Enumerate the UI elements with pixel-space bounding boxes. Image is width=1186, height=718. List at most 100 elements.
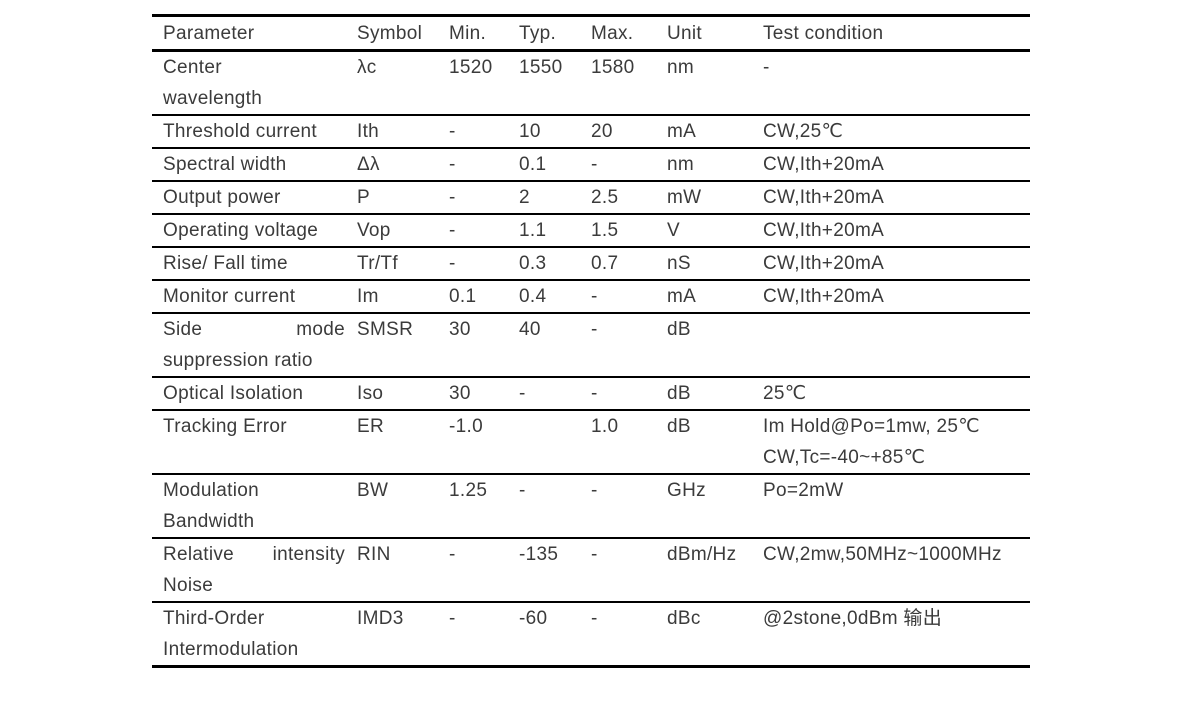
max-cell: - (591, 538, 667, 603)
min-cell: - (449, 214, 519, 248)
symbol-cell: Δλ (357, 148, 449, 182)
param-cell: Side mode suppression ratio (152, 313, 357, 378)
param-cell: Modulation Bandwidth (152, 474, 357, 539)
typ-cell: 1550 (519, 50, 591, 116)
param-cell: Spectral width (152, 148, 357, 182)
test-condition-cell: Po=2mW (763, 474, 1030, 539)
unit-cell: mW (667, 181, 763, 215)
max-cell: - (591, 377, 667, 411)
test-condition-cell: CW,Ith+20mA (763, 181, 1030, 215)
table-row: Center wavelength λc 1520 1550 1580 nm - (152, 50, 1030, 116)
min-cell: - (449, 148, 519, 182)
unit-cell: dBc (667, 602, 763, 668)
table-row: Tracking Error ER -1.0 1.0 dB Im Hold@Po… (152, 410, 1030, 475)
unit-cell: mA (667, 115, 763, 149)
column-header-test-condition: Test condition (763, 15, 1030, 52)
max-cell: - (591, 148, 667, 182)
test-condition-cell: - (763, 50, 1030, 116)
test-condition-cell: CW,25℃ (763, 115, 1030, 149)
min-cell: 30 (449, 313, 519, 378)
test-condition-cell: CW,2mw,50MHz~1000MHz (763, 538, 1030, 603)
param-cell: Relative intensity Noise (152, 538, 357, 603)
column-header-unit: Unit (667, 15, 763, 52)
table-row: Modulation Bandwidth BW 1.25 - - GHz Po=2… (152, 474, 1030, 539)
table-row: Rise/ Fall time Tr/Tf - 0.3 0.7 nS CW,It… (152, 247, 1030, 281)
test-condition-cell (763, 313, 1030, 378)
column-header-max: Max. (591, 15, 667, 52)
table-row: Monitor current Im 0.1 0.4 - mA CW,Ith+2… (152, 280, 1030, 314)
test-condition-cell: CW,Ith+20mA (763, 148, 1030, 182)
table-row: Spectral width Δλ - 0.1 - nm CW,Ith+20mA (152, 148, 1030, 182)
symbol-cell: Ith (357, 115, 449, 149)
param-cell: Third-Order Intermodulation (152, 602, 357, 668)
unit-cell: GHz (667, 474, 763, 539)
symbol-cell: SMSR (357, 313, 449, 378)
param-cell: Monitor current (152, 280, 357, 314)
max-cell: - (591, 280, 667, 314)
typ-cell: - (519, 474, 591, 539)
column-header-symbol: Symbol (357, 15, 449, 52)
symbol-cell: Iso (357, 377, 449, 411)
min-cell: 1.25 (449, 474, 519, 539)
symbol-cell: Vop (357, 214, 449, 248)
typ-cell: 2 (519, 181, 591, 215)
max-cell: 1580 (591, 50, 667, 116)
param-cell: Center wavelength (152, 50, 357, 116)
table-body: Center wavelength λc 1520 1550 1580 nm - … (152, 50, 1030, 668)
test-condition-cell: CW,Ith+20mA (763, 280, 1030, 314)
typ-cell: -135 (519, 538, 591, 603)
unit-cell: nS (667, 247, 763, 281)
min-cell: - (449, 538, 519, 603)
max-cell: - (591, 474, 667, 539)
param-cell: Output power (152, 181, 357, 215)
column-header-parameter: Parameter (152, 15, 357, 52)
table-row: Third-Order Intermodulation IMD3 - -60 - … (152, 602, 1030, 668)
max-cell: 1.5 (591, 214, 667, 248)
param-cell: Operating voltage (152, 214, 357, 248)
typ-cell: - (519, 377, 591, 411)
unit-cell: dBm/Hz (667, 538, 763, 603)
param-cell: Rise/ Fall time (152, 247, 357, 281)
test-condition-cell: @2stone,0dBm 输出 (763, 602, 1030, 668)
min-cell: - (449, 115, 519, 149)
min-cell: 0.1 (449, 280, 519, 314)
typ-cell: 0.3 (519, 247, 591, 281)
max-cell: - (591, 602, 667, 668)
test-condition-cell: Im Hold@Po=1mw, 25℃ CW,Tc=-40~+85℃ (763, 410, 1030, 475)
table-row: Relative intensity Noise RIN - -135 - dBm/… (152, 538, 1030, 603)
symbol-cell: RIN (357, 538, 449, 603)
symbol-cell: ER (357, 410, 449, 475)
symbol-cell: λc (357, 50, 449, 116)
max-cell: 0.7 (591, 247, 667, 281)
param-cell: Tracking Error (152, 410, 357, 475)
unit-cell: nm (667, 148, 763, 182)
max-cell: 2.5 (591, 181, 667, 215)
typ-cell: 0.4 (519, 280, 591, 314)
unit-cell: nm (667, 50, 763, 116)
laser-spec-table: Parameter Symbol Min. Typ. Max. Unit Tes… (152, 14, 1030, 668)
column-header-typ: Typ. (519, 15, 591, 52)
table-row: Optical Isolation Iso 30 - - dB 25℃ (152, 377, 1030, 411)
column-header-min: Min. (449, 15, 519, 52)
test-condition-cell: 25℃ (763, 377, 1030, 411)
typ-cell: 10 (519, 115, 591, 149)
symbol-cell: BW (357, 474, 449, 539)
unit-cell: V (667, 214, 763, 248)
min-cell: -1.0 (449, 410, 519, 475)
unit-cell: mA (667, 280, 763, 314)
unit-cell: dB (667, 313, 763, 378)
param-cell: Optical Isolation (152, 377, 357, 411)
min-cell: - (449, 602, 519, 668)
typ-cell: 1.1 (519, 214, 591, 248)
test-condition-cell: CW,Ith+20mA (763, 214, 1030, 248)
symbol-cell: Im (357, 280, 449, 314)
symbol-cell: IMD3 (357, 602, 449, 668)
max-cell: 1.0 (591, 410, 667, 475)
unit-cell: dB (667, 377, 763, 411)
min-cell: 30 (449, 377, 519, 411)
symbol-cell: P (357, 181, 449, 215)
min-cell: - (449, 247, 519, 281)
table-row: Threshold current Ith - 10 20 mA CW,25℃ (152, 115, 1030, 149)
typ-cell: 0.1 (519, 148, 591, 182)
